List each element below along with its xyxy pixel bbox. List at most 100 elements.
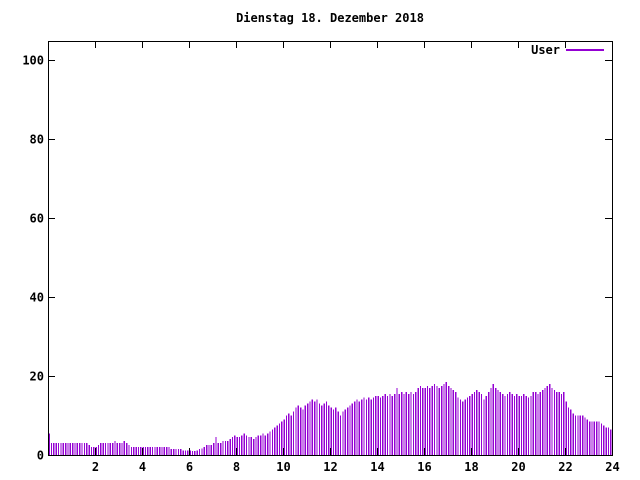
bar xyxy=(297,405,299,456)
bar xyxy=(109,443,111,455)
bar xyxy=(408,393,410,455)
bar xyxy=(504,395,506,455)
bar xyxy=(589,421,591,456)
bar xyxy=(534,391,537,455)
bar xyxy=(476,389,478,455)
bar xyxy=(610,429,612,455)
bar xyxy=(269,431,271,455)
y-tick-label: 0 xyxy=(37,449,44,463)
bar xyxy=(281,421,283,456)
bar xyxy=(598,421,600,456)
bar xyxy=(161,447,163,455)
bar xyxy=(81,443,83,455)
bar xyxy=(372,397,375,456)
bar xyxy=(537,393,539,455)
bar xyxy=(252,439,255,455)
bar xyxy=(95,447,97,455)
bar xyxy=(422,387,424,455)
bar xyxy=(328,405,330,456)
bar xyxy=(570,409,572,455)
x-tick-label: 16 xyxy=(417,460,431,474)
bar xyxy=(516,393,518,455)
bar xyxy=(220,443,222,455)
bar xyxy=(436,385,438,456)
bar xyxy=(189,450,191,455)
bar xyxy=(354,401,356,456)
bar xyxy=(459,399,462,455)
bar xyxy=(309,401,311,456)
bar xyxy=(412,393,415,455)
bar xyxy=(307,403,309,455)
y-tick-label: 80 xyxy=(30,133,44,147)
bar xyxy=(295,407,297,455)
bar xyxy=(137,447,140,455)
bar xyxy=(332,409,335,455)
bar xyxy=(495,387,497,455)
bar xyxy=(466,397,469,456)
bar xyxy=(335,407,337,455)
bar xyxy=(191,451,194,455)
bar xyxy=(241,435,243,455)
bar xyxy=(107,443,109,455)
bar xyxy=(565,401,567,456)
bar xyxy=(116,443,118,455)
bar xyxy=(356,399,358,455)
bar xyxy=(299,407,302,455)
bar xyxy=(506,393,509,455)
x-tick-label: 24 xyxy=(605,460,619,474)
bar xyxy=(163,447,165,455)
bar xyxy=(382,395,384,455)
bar xyxy=(210,445,212,456)
y-tick-label: 20 xyxy=(30,370,44,384)
bar xyxy=(213,443,215,455)
bar xyxy=(462,401,464,456)
bar xyxy=(596,421,598,456)
bar xyxy=(556,391,558,455)
bar xyxy=(448,385,450,456)
bar xyxy=(262,433,264,455)
bar xyxy=(487,391,490,455)
bar xyxy=(410,391,412,455)
y-tick-label: 40 xyxy=(30,291,44,305)
chart-title: Dienstag 18. Dezember 2018 xyxy=(236,11,424,25)
bar xyxy=(243,433,245,455)
bar xyxy=(393,393,396,455)
x-tick-label: 12 xyxy=(323,460,337,474)
bar xyxy=(424,387,426,455)
bar xyxy=(142,447,144,455)
bar xyxy=(426,385,429,456)
bar xyxy=(398,393,400,455)
bar xyxy=(518,395,520,455)
bar xyxy=(88,445,90,456)
bar xyxy=(311,399,314,455)
bar xyxy=(177,449,180,455)
bar xyxy=(379,397,382,456)
bar xyxy=(194,451,196,455)
bar xyxy=(593,421,596,456)
bar xyxy=(342,411,344,455)
bar xyxy=(365,399,368,455)
bar xyxy=(175,449,177,455)
bar xyxy=(339,415,342,455)
bar xyxy=(318,403,321,455)
bar xyxy=(255,437,257,456)
x-tick-label: 20 xyxy=(511,460,525,474)
bar xyxy=(396,387,398,455)
bar xyxy=(217,443,220,455)
x-tick-label: 2 xyxy=(92,460,99,474)
bar xyxy=(285,415,288,455)
x-tick-label: 6 xyxy=(186,460,193,474)
bar xyxy=(97,445,100,456)
bar xyxy=(147,447,149,455)
bar xyxy=(391,395,393,455)
bar xyxy=(111,443,114,455)
bar xyxy=(337,411,339,455)
bar xyxy=(363,397,365,456)
bar xyxy=(208,445,210,456)
bar xyxy=(151,447,154,455)
plot-border xyxy=(48,41,613,456)
bar xyxy=(156,447,158,455)
bar xyxy=(292,411,295,455)
bar xyxy=(215,437,217,456)
